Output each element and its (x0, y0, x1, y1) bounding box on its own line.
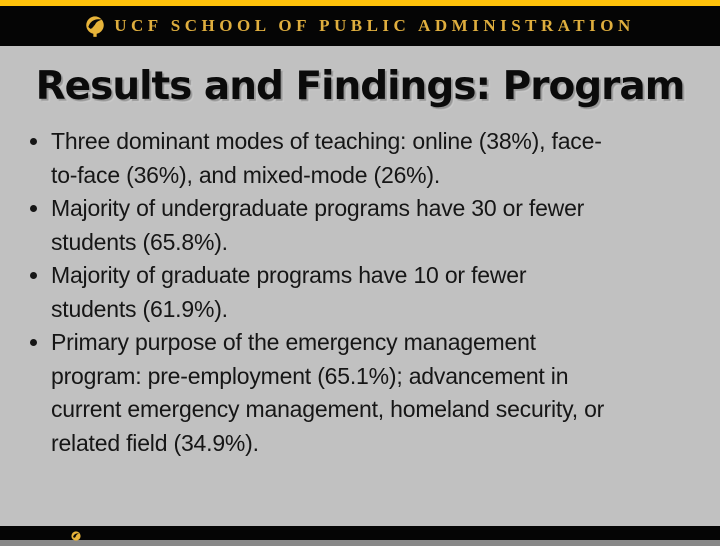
slide-header: UCF SCHOOL OF PUBLIC ADMINISTRATION (0, 6, 720, 46)
bullet-item: Primary purpose of the emergency managem… (29, 326, 697, 460)
bullet-marker-icon (30, 205, 37, 212)
header-brand-text: UCF SCHOOL OF PUBLIC ADMINISTRATION (114, 16, 635, 35)
bullet-item: Three dominant modes of teaching: online… (29, 125, 697, 192)
slide-title: Results and Findings: Program (35, 64, 686, 109)
bullet-item: Majority of graduate programs have 10 or… (29, 259, 697, 326)
bullet-item: Majority of undergraduate programs have … (29, 192, 697, 259)
slide-footer (0, 526, 720, 541)
bullet-marker-icon (30, 138, 37, 145)
top-gold-strip (0, 0, 720, 6)
bullet-list: Three dominant modes of teaching: online… (29, 125, 697, 460)
bullet-marker-icon (30, 339, 37, 346)
bullet-marker-icon (30, 272, 37, 279)
ucf-pegasus-logo-icon (85, 15, 105, 37)
ucf-pegasus-footer-icon (71, 528, 81, 541)
